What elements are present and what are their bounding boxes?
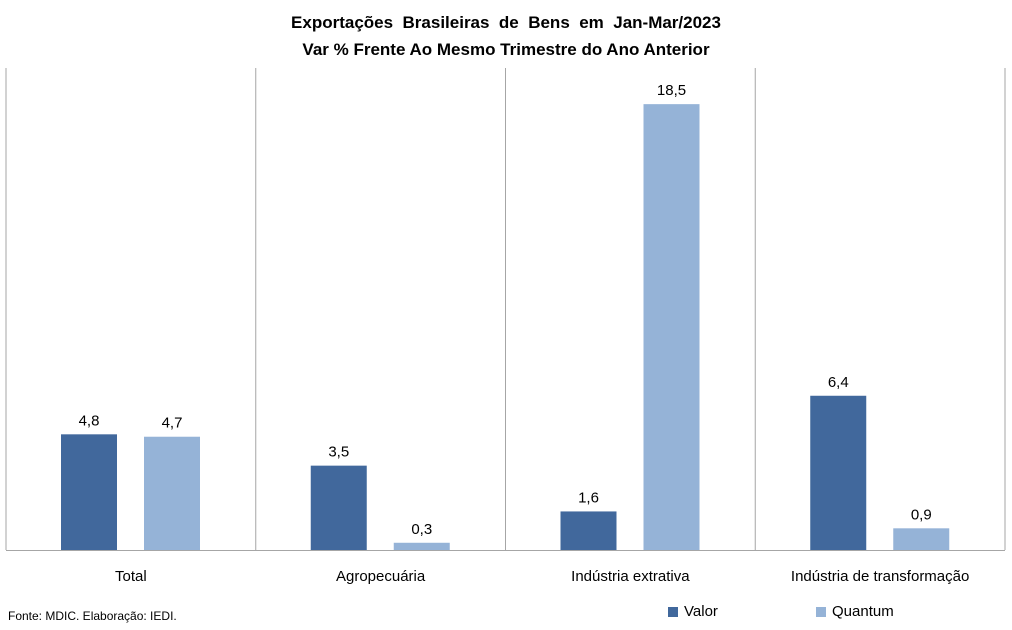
legend-item-valor: Valor: [668, 603, 718, 620]
legend-item-quantum: Quantum: [816, 603, 894, 620]
data-label-quantum-0: 4,7: [162, 415, 183, 432]
bar-quantum-0: [144, 436, 200, 550]
x-tick-label-1: Agropecuária: [336, 568, 426, 585]
legend-label-valor: Valor: [684, 603, 718, 620]
plot-area: 4,8 3,5 1,6 6,4 4,7 0,3 18,5 0,9 Total Agropecuár…: [5, 68, 1006, 585]
chart-title: Exportações Brasileiras de Bens em Jan-M…: [291, 13, 721, 32]
bar-valor-2: [560, 511, 617, 550]
source-note: Fonte: MDIC. Elaboração: IEDI.: [8, 609, 177, 623]
bar-valor-1: [310, 465, 367, 550]
bar-valor-3: [810, 395, 867, 550]
data-label-valor-3: 6,4: [828, 374, 849, 391]
legend-label-quantum: Quantum: [832, 603, 894, 620]
x-tick-label-2: Indústria extrativa: [571, 568, 690, 585]
x-tick-label-0: Total: [115, 568, 147, 585]
chart-subtitle: Var % Frente Ao Mesmo Trimestre do Ano A…: [302, 40, 710, 59]
bar-quantum-3: [893, 528, 950, 550]
bar-quantum-2: [643, 104, 700, 551]
legend-swatch-quantum: [816, 606, 826, 617]
data-label-valor-1: 3,5: [328, 444, 349, 461]
x-tick-label-3: Indústria de transformação: [791, 568, 969, 585]
legend-swatch-valor: [668, 606, 678, 617]
data-label-valor-2: 1,6: [578, 489, 599, 506]
data-label-valor-0: 4,8: [79, 412, 100, 429]
data-label-quantum-1: 0,3: [411, 521, 432, 538]
data-label-quantum-3: 0,9: [911, 506, 932, 523]
data-label-quantum-2: 18,5: [657, 82, 686, 99]
bar-quantum-1: [393, 542, 450, 550]
bar-valor-0: [61, 434, 117, 550]
